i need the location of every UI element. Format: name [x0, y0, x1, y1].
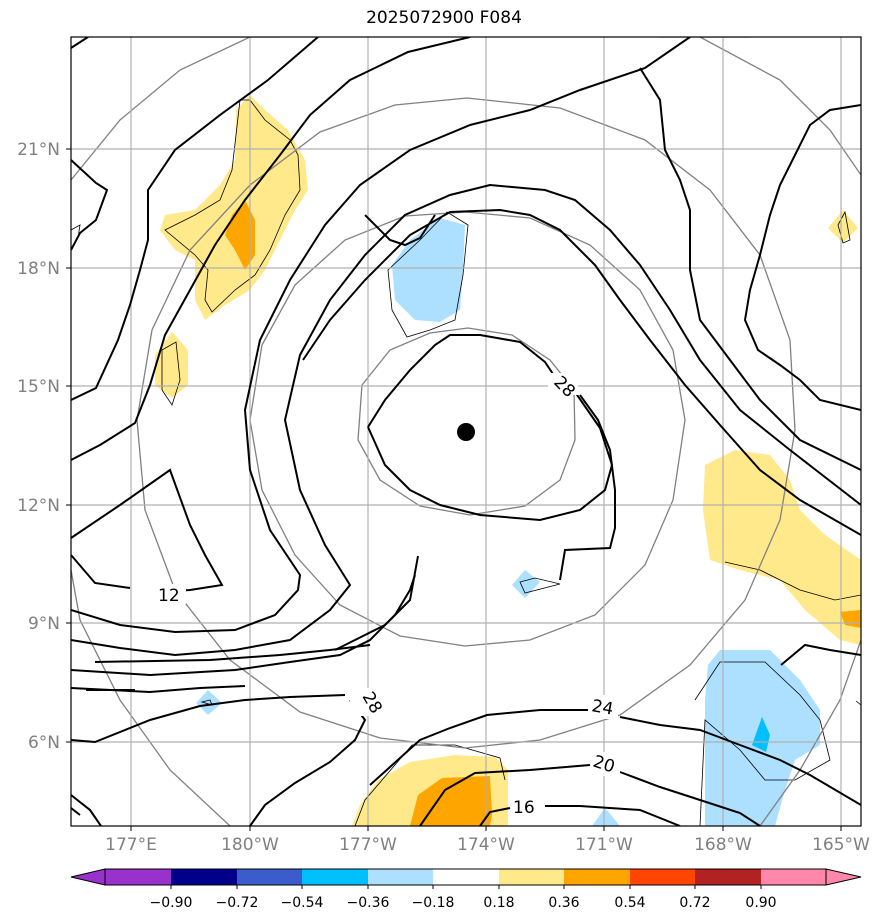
contour-lines — [71, 37, 861, 826]
lat-label: 6°N — [28, 733, 60, 753]
lon-label: 177°W — [339, 835, 397, 855]
lon-label: 174°W — [457, 835, 515, 855]
colorbar-extend-high — [826, 869, 861, 885]
shade-outlines — [71, 99, 861, 826]
colorbar-cell — [433, 869, 499, 885]
colorbar-tick-label: −0.36 — [347, 895, 390, 911]
lat-label: 21°N — [17, 140, 60, 160]
colorbar-tick-label: −0.18 — [412, 895, 455, 911]
colorbar-tick-label: −0.90 — [150, 895, 193, 911]
colorbar-tick-label: 0.36 — [548, 895, 579, 911]
colorbar-tick-label: 0.72 — [679, 895, 710, 911]
contour-label: 16 — [513, 798, 535, 818]
lat-label: 9°N — [28, 614, 60, 634]
contour-label: 12 — [158, 586, 180, 606]
contour-labels: 28 12 28 24 20 16 — [154, 372, 620, 818]
shaded-areas — [155, 95, 861, 826]
colorbar-cell — [105, 869, 171, 885]
contour-label: 24 — [590, 696, 615, 719]
map-title: 2025072900 F084 — [366, 8, 522, 28]
colorbar-tick-label: 0.54 — [614, 895, 645, 911]
lon-label: 165°W — [812, 835, 870, 855]
lat-label: 15°N — [17, 377, 60, 397]
colorbar-tick-label: 0.18 — [483, 895, 514, 911]
colorbar-cell — [171, 869, 237, 885]
colorbar-cell — [564, 869, 630, 885]
plot-frame — [70, 36, 862, 827]
colorbar-cell — [761, 869, 826, 885]
colorbar-tick-label: 0.90 — [745, 895, 776, 911]
latitude-labels: 21°N 18°N 15°N 12°N 9°N 6°N — [17, 140, 60, 753]
colorbar-extend-low — [71, 869, 105, 885]
colorbar-cell — [695, 869, 761, 885]
lon-label: 168°W — [694, 835, 752, 855]
lon-label: 180°W — [221, 835, 279, 855]
longitude-labels: 177°E 180°W 177°W 174°W 171°W 168°W 165°… — [105, 835, 870, 855]
colorbar-tick-label: −0.72 — [216, 895, 259, 911]
lon-label: 177°E — [105, 835, 157, 855]
axis-ticks — [66, 148, 842, 831]
lat-label: 12°N — [17, 496, 60, 516]
colorbar: −0.90 −0.72 −0.54 −0.36 −0.18 0.18 0.36 … — [70, 868, 862, 911]
storm-center-marker — [457, 423, 475, 441]
lon-label: 171°W — [575, 835, 633, 855]
colorbar-cell — [368, 869, 433, 885]
lat-label: 18°N — [17, 259, 60, 279]
colorbar-tick-label: −0.54 — [281, 895, 324, 911]
colorbar-cell — [302, 869, 368, 885]
gridlines — [71, 37, 861, 826]
colorbar-cell — [630, 869, 695, 885]
colorbar-cell — [499, 869, 564, 885]
colorbar-cell — [237, 869, 302, 885]
